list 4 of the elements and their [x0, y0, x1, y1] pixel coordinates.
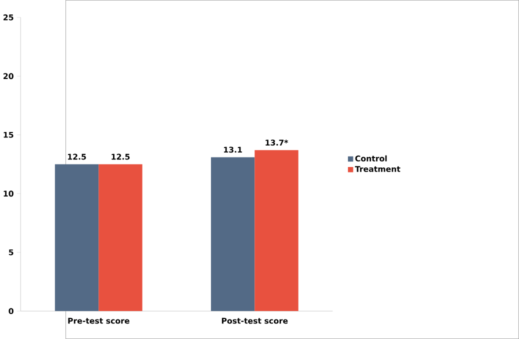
bar [254, 150, 298, 312]
bar [210, 157, 255, 312]
bar [98, 164, 142, 312]
bar [54, 164, 99, 312]
